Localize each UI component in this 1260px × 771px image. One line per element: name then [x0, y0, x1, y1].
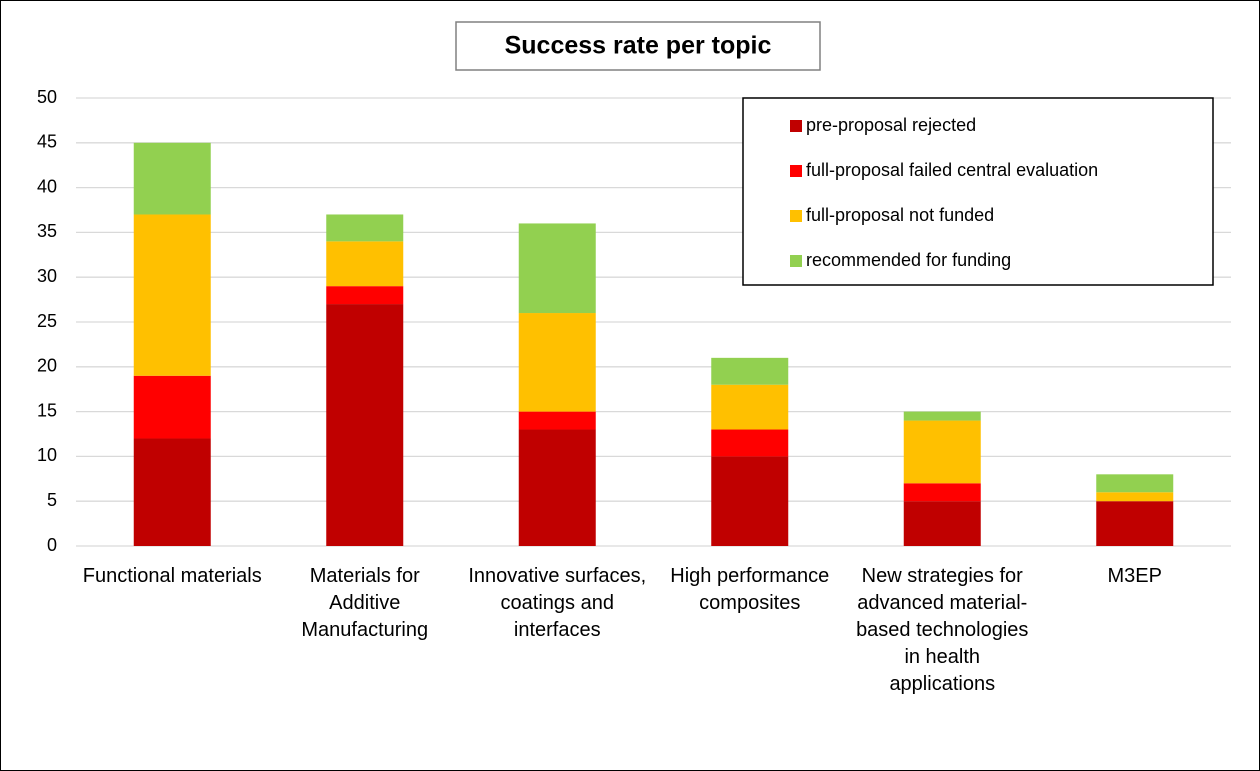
bar-segment [326, 214, 404, 242]
bar-segment [133, 142, 211, 215]
bar-segment [1096, 492, 1174, 502]
y-tick-label: 30 [37, 266, 57, 286]
title-box [455, 21, 821, 71]
legend-label: pre-proposal rejected [806, 115, 976, 135]
y-tick-label: 45 [37, 132, 57, 152]
legend-marker [790, 255, 802, 267]
bar-segment [133, 214, 211, 376]
bar-segment [518, 223, 596, 314]
bar-segment [326, 286, 404, 305]
bar-segment [518, 411, 596, 430]
bar-segment [903, 420, 981, 484]
bar-segment [903, 411, 981, 421]
bar-segment [326, 241, 404, 287]
bar-segment [1096, 474, 1174, 493]
bar-segment [518, 313, 596, 412]
y-tick-label: 10 [37, 445, 57, 465]
bar-segment [1096, 501, 1174, 546]
x-tick-label: High performance composites [670, 565, 830, 614]
x-tick-label: M3EP [1107, 565, 1162, 587]
bar-segment [133, 375, 211, 439]
legend-marker [790, 210, 802, 222]
legend-box [742, 97, 1214, 286]
legend-label: full-proposal not funded [806, 205, 994, 225]
legend-marker [790, 165, 802, 177]
y-tick-label: 20 [37, 356, 57, 376]
y-tick-label: 50 [37, 87, 57, 107]
x-tick-label: Innovative surfaces, coatings and interf… [468, 565, 647, 641]
legend-label: full-proposal failed central evaluation [806, 160, 1098, 180]
x-tick-label: Functional materials [82, 565, 262, 587]
x-tick-label: Materials for Additive Manufacturing [301, 565, 429, 641]
y-tick-label: 5 [47, 490, 57, 510]
legend-label: recommended for funding [806, 250, 1011, 270]
y-tick-label: 15 [37, 400, 57, 420]
bar-segment [903, 501, 981, 546]
bar-segment [711, 429, 789, 457]
bar-segment [903, 483, 981, 502]
bar-segment [711, 384, 789, 430]
y-tick-label: 40 [37, 176, 57, 196]
y-tick-label: 0 [47, 535, 57, 555]
bar-segment [518, 429, 596, 546]
bar-segment [711, 456, 789, 546]
bar-segment [326, 304, 404, 546]
y-tick-label: 25 [37, 311, 57, 331]
x-tick-label: New strategies for advanced material-bas… [856, 565, 1029, 695]
bar-segment [711, 357, 789, 385]
bar-segment [133, 438, 211, 546]
legend-marker [790, 120, 802, 132]
chart-title: Success rate per topic [505, 32, 772, 60]
y-tick-label: 35 [37, 221, 57, 241]
